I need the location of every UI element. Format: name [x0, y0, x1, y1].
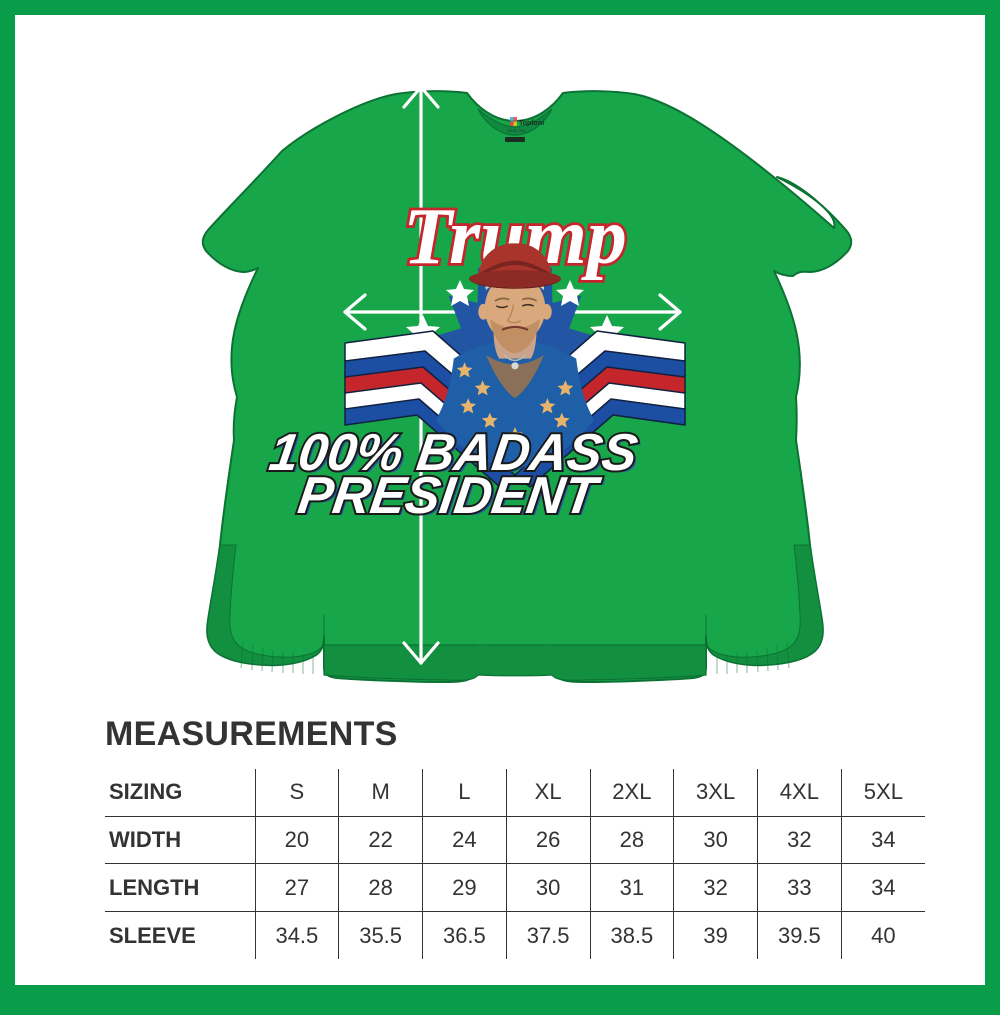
svg-text:Topfoni: Topfoni: [519, 120, 544, 127]
svg-text:PRESIDENT: PRESIDENT: [295, 467, 605, 525]
svg-text:S/M/L/XL: S/M/L/XL: [507, 128, 526, 133]
